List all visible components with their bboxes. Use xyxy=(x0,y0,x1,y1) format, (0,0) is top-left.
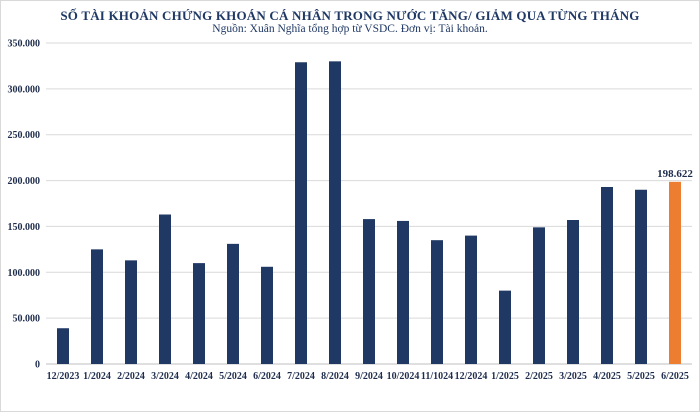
x-tick-label: 4/2025 xyxy=(593,371,621,382)
y-tick-label: 350.000 xyxy=(8,39,41,50)
x-tick-label: 1/2025 xyxy=(491,371,519,382)
x-tick-label: 2/2024 xyxy=(117,371,145,382)
y-tick-label: 200.000 xyxy=(8,176,41,187)
bar xyxy=(499,290,511,364)
bar xyxy=(295,62,307,364)
data-labels: 198.622 xyxy=(657,168,693,180)
x-tick-label: 11/1024 xyxy=(421,371,453,382)
bar xyxy=(193,263,205,364)
x-tick-label: 1/2024 xyxy=(83,371,111,382)
x-tick-label: 8/2024 xyxy=(321,371,349,382)
x-tick-label: 10/2024 xyxy=(387,371,420,382)
x-tick-label: 5/2024 xyxy=(219,371,247,382)
x-tick-label: 7/2024 xyxy=(287,371,315,382)
bar xyxy=(227,243,239,364)
bar xyxy=(397,220,409,364)
x-tick-label: 6/2025 xyxy=(661,371,689,382)
data-label: 198.622 xyxy=(657,168,693,180)
x-tick-label: 4/2024 xyxy=(185,371,213,382)
bar xyxy=(57,328,69,364)
bar xyxy=(601,186,613,364)
y-tick-label: 50.000 xyxy=(13,314,41,325)
y-tick-label: 150.000 xyxy=(8,222,41,233)
bar xyxy=(465,235,477,364)
x-tick-label: 3/2025 xyxy=(559,371,587,382)
chart-title: SỐ TÀI KHOẢN CHỨNG KHOÁN CÁ NHÂN TRONG N… xyxy=(60,8,640,23)
x-tick-label: 6/2024 xyxy=(253,371,281,382)
chart-subtitle: Nguồn: Xuân Nghĩa tổng hợp từ VSDC. Đơn … xyxy=(212,23,488,35)
x-tick-label: 3/2024 xyxy=(151,371,179,382)
y-axis: 0 50.000 100.000 150.000 200.000 250.000 300.0… xyxy=(8,39,41,371)
y-tick-label: 250.000 xyxy=(8,130,41,141)
bar xyxy=(431,240,443,364)
bar xyxy=(669,181,681,364)
bars xyxy=(57,61,681,364)
x-tick-label: 12/2023 xyxy=(47,371,80,382)
x-tick-label: 5/2025 xyxy=(627,371,655,382)
x-tick-label: 9/2024 xyxy=(355,371,383,382)
bar xyxy=(533,227,545,364)
y-tick-label: 100.000 xyxy=(8,268,41,279)
x-axis: 12/2023 1/2024 2/2024 3/2024 4/2024 5/2024 6/2… xyxy=(47,371,689,382)
bar xyxy=(91,249,103,364)
bar xyxy=(159,214,171,364)
y-tick-label: 0 xyxy=(35,360,40,371)
bar xyxy=(261,266,273,364)
y-tick-label: 300.000 xyxy=(8,84,41,95)
bar xyxy=(125,260,137,364)
bar xyxy=(329,61,341,364)
bar xyxy=(567,220,579,364)
bar xyxy=(635,189,647,364)
bar xyxy=(363,219,375,364)
x-tick-label: 2/2025 xyxy=(525,371,553,382)
x-tick-label: 12/2024 xyxy=(455,371,488,382)
